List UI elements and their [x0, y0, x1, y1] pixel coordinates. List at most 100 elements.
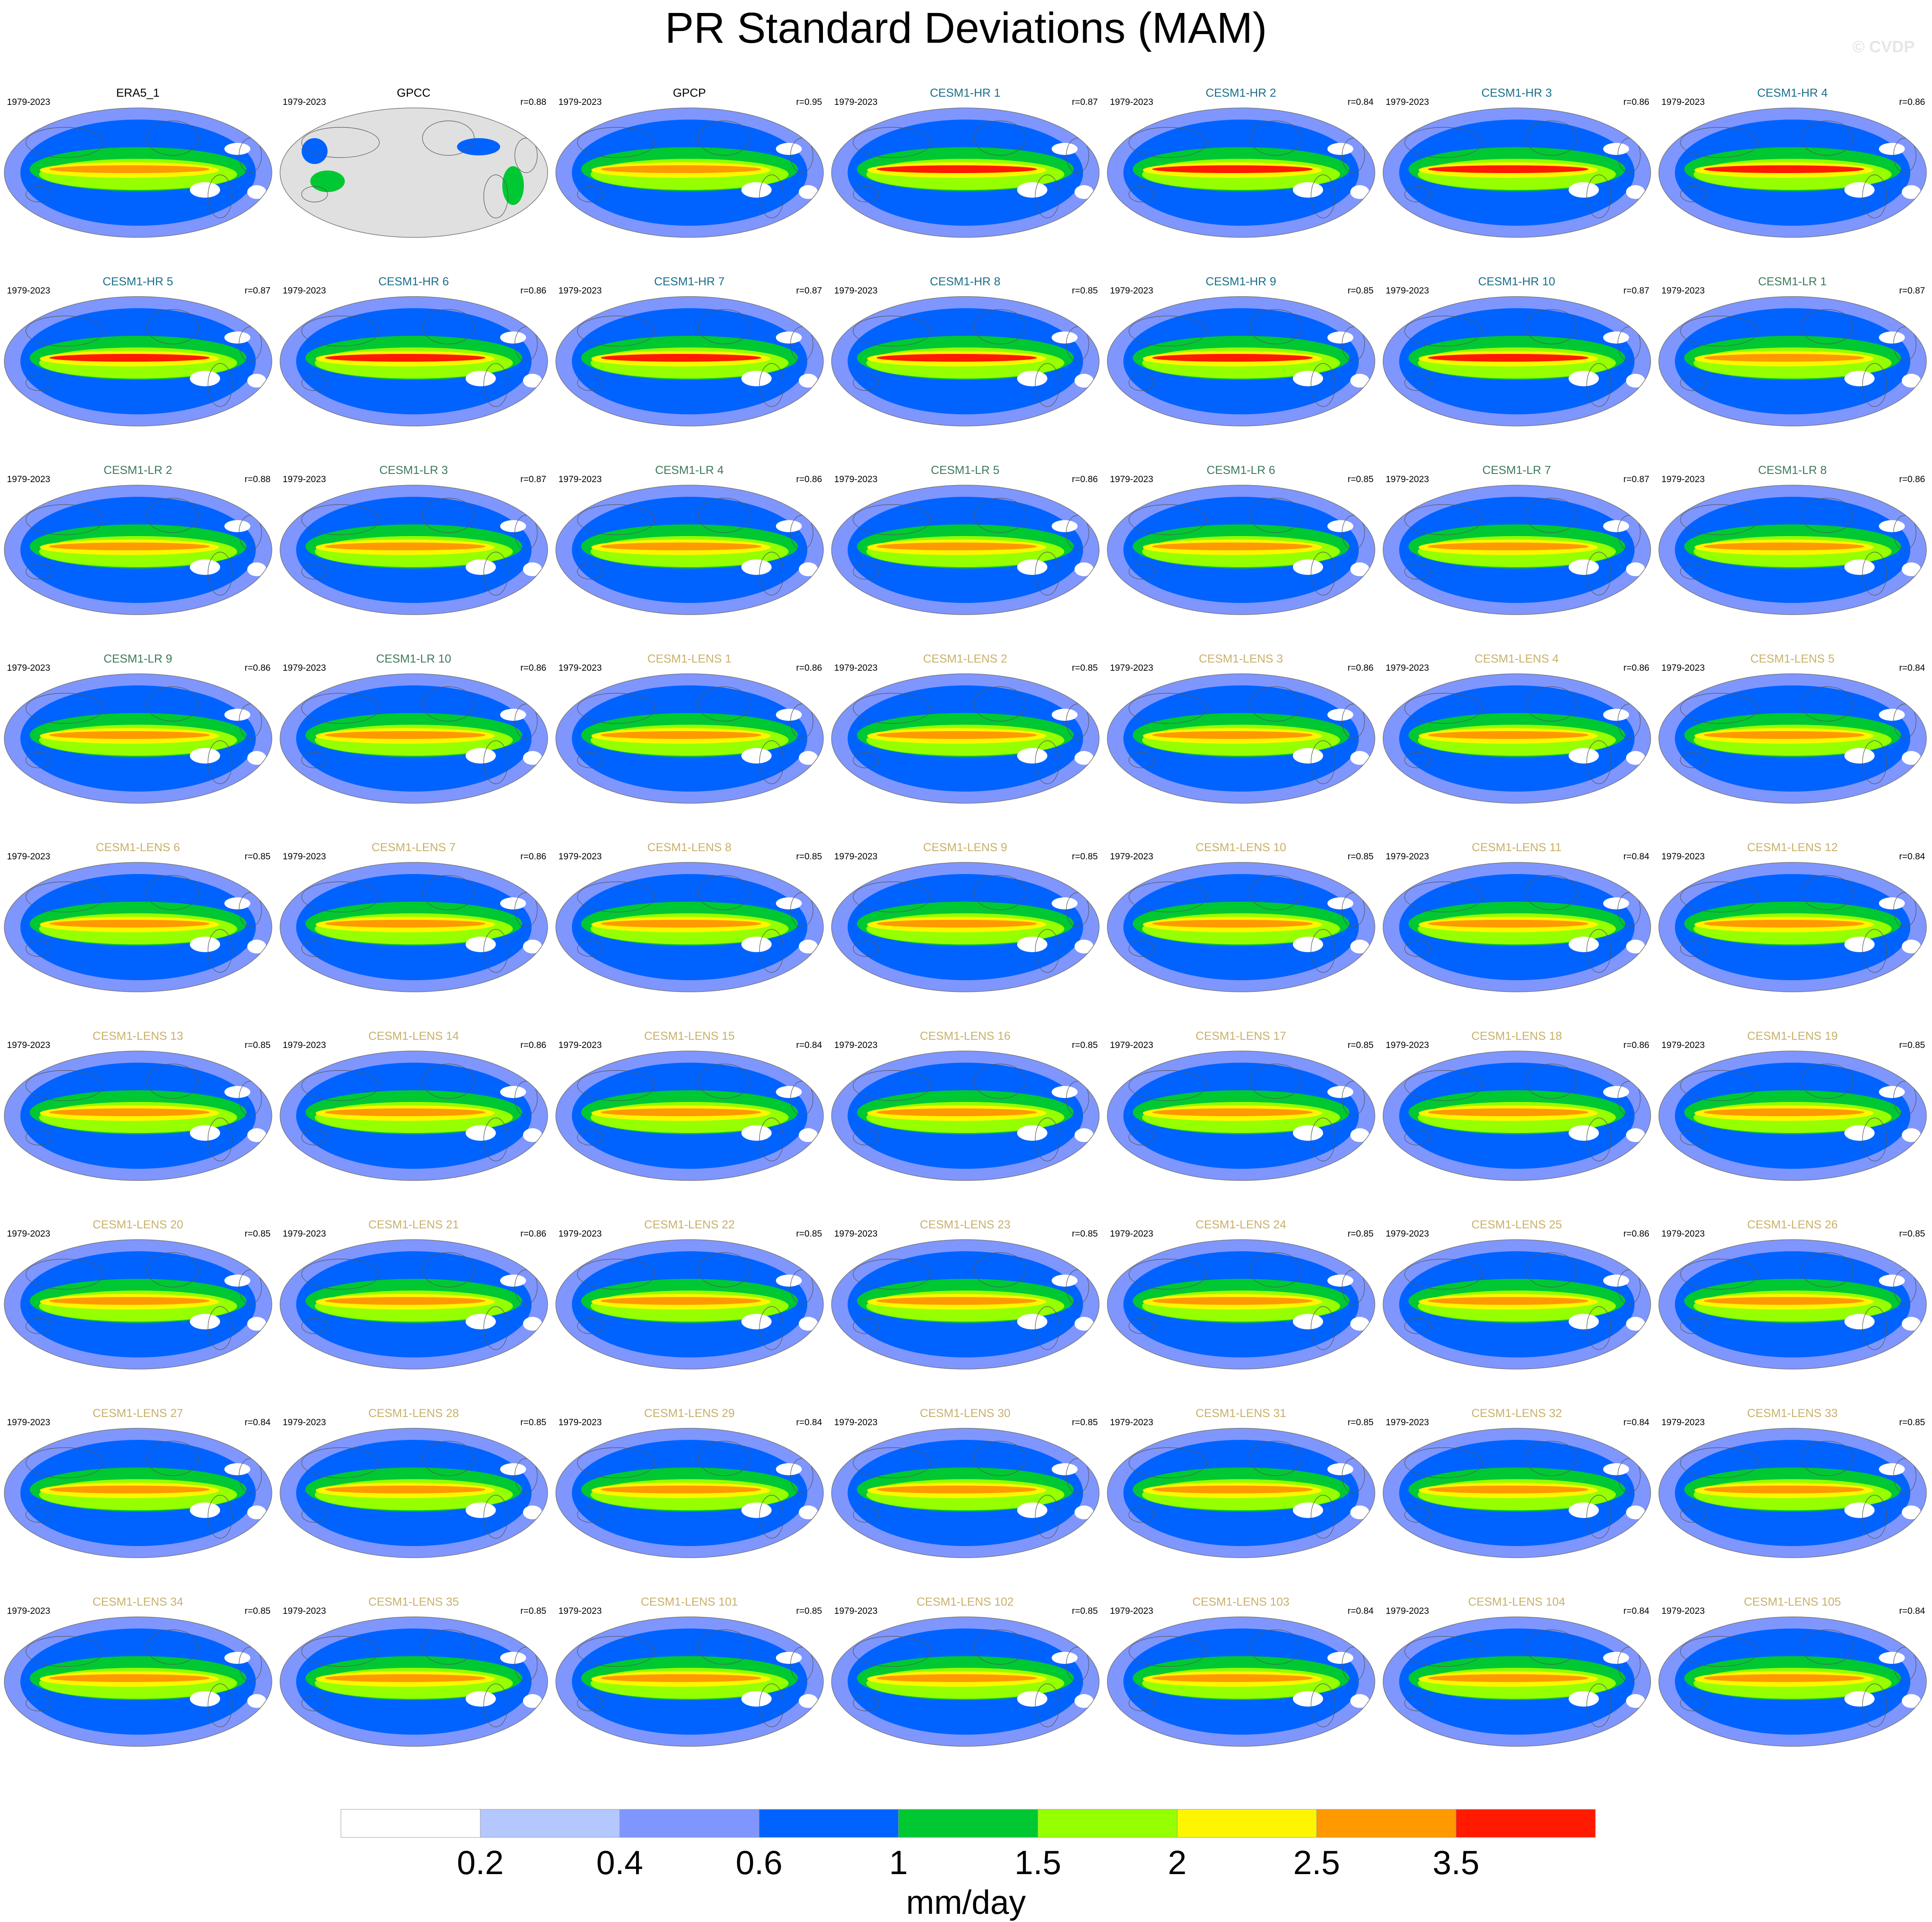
panel-title: CESM1-LENS 102 [916, 1595, 1014, 1608]
robinson-map [4, 296, 272, 426]
map-panel: CESM1-LR 7 1979-2023 r=0.87 [1379, 464, 1655, 652]
map-panel: CESM1-HR 9 1979-2023 r=0.85 [1103, 275, 1379, 464]
panel-correlation: r=0.84 [1899, 1606, 1925, 1616]
map-panel: CESM1-LENS 26 1979-2023 r=0.85 [1655, 1218, 1930, 1407]
panel-period: 1979-2023 [7, 852, 50, 862]
panel-title: CESM1-HR 8 [930, 275, 1001, 288]
panel-period: 1979-2023 [1386, 852, 1429, 862]
panel-correlation: r=0.85 [1072, 663, 1098, 673]
robinson-map [1383, 107, 1651, 238]
panel-correlation: r=0.87 [796, 286, 822, 296]
panel-title: CESM1-LR 9 [103, 652, 173, 665]
robinson-map [4, 1051, 272, 1181]
panel-correlation: r=0.86 [520, 663, 546, 673]
robinson-map [831, 107, 1100, 238]
panel-title: CESM1-HR 2 [1205, 86, 1276, 99]
panel-correlation: r=0.84 [244, 1417, 271, 1427]
map-panel: CESM1-LENS 3 1979-2023 r=0.86 [1103, 652, 1379, 841]
map-panel: CESM1-LR 1 1979-2023 r=0.87 [1655, 275, 1930, 464]
panel-correlation: r=0.85 [1899, 1229, 1925, 1239]
panel-title: CESM1-LENS 105 [1743, 1595, 1841, 1608]
colorbar-swatch [1456, 1809, 1596, 1838]
robinson-map [1107, 1428, 1375, 1558]
panel-correlation: r=0.84 [1623, 1417, 1649, 1427]
panel-title: CESM1-LENS 7 [371, 841, 456, 854]
panel-correlation: r=0.87 [520, 474, 546, 484]
robinson-map [1383, 1428, 1651, 1558]
panel-title: CESM1-HR 5 [102, 275, 173, 288]
map-panel: CESM1-LR 8 1979-2023 r=0.86 [1655, 464, 1930, 652]
map-panel: ERA5_1 1979-2023 [0, 86, 276, 275]
robinson-map [1658, 1616, 1927, 1747]
panel-period: 1979-2023 [7, 286, 50, 296]
map-panel: CESM1-LR 3 1979-2023 r=0.87 [276, 464, 552, 652]
colorbar-swatch [1177, 1809, 1317, 1838]
panel-period: 1979-2023 [283, 663, 326, 673]
panel-period: 1979-2023 [1110, 1229, 1154, 1239]
panel-correlation: r=0.85 [1072, 1606, 1098, 1616]
panel-correlation: r=0.84 [796, 1417, 822, 1427]
panel-title: CESM1-LR 8 [1758, 464, 1827, 477]
panel-correlation: r=0.85 [520, 1606, 546, 1616]
map-panel: CESM1-LENS 102 1979-2023 r=0.85 [827, 1595, 1103, 1784]
panel-period: 1979-2023 [1386, 1040, 1429, 1050]
map-panel: CESM1-LENS 104 1979-2023 r=0.84 [1379, 1595, 1655, 1784]
colorbar-swatch [898, 1809, 1038, 1838]
map-panel: CESM1-LENS 7 1979-2023 r=0.86 [276, 841, 552, 1029]
panel-period: 1979-2023 [1386, 1417, 1429, 1427]
panel-title: CESM1-LR 6 [1206, 464, 1276, 477]
panel-correlation: r=0.85 [1072, 1417, 1098, 1427]
robinson-map [831, 1239, 1100, 1370]
robinson-map [1658, 485, 1927, 615]
map-panel: CESM1-LENS 31 1979-2023 r=0.85 [1103, 1407, 1379, 1595]
map-panel: CESM1-LR 10 1979-2023 r=0.86 [276, 652, 552, 841]
panel-title: CESM1-LENS 34 [92, 1595, 183, 1608]
panel-period: 1979-2023 [7, 1229, 50, 1239]
panel-correlation: r=0.86 [1347, 663, 1374, 673]
colorbar-tick: 3.5 [1432, 1843, 1480, 1881]
page-title: PR Standard Deviations (MAM) [665, 4, 1267, 52]
robinson-map [1107, 1051, 1375, 1181]
panel-correlation: r=0.86 [1623, 97, 1649, 107]
panel-period: 1979-2023 [1110, 1417, 1154, 1427]
panel-correlation: r=0.86 [1623, 663, 1649, 673]
panel-title: CESM1-HR 1 [930, 86, 1001, 99]
panel-correlation: r=0.85 [1347, 852, 1374, 862]
map-panel: CESM1-HR 8 1979-2023 r=0.85 [827, 275, 1103, 464]
panel-title: CESM1-LENS 2 [923, 652, 1008, 665]
panel-correlation: r=0.86 [796, 663, 822, 673]
panel-period: 1979-2023 [1110, 1040, 1154, 1050]
map-panel: CESM1-LENS 32 1979-2023 r=0.84 [1379, 1407, 1655, 1595]
panel-period: 1979-2023 [1661, 1040, 1705, 1050]
robinson-map [831, 296, 1100, 426]
map-panel: CESM1-LR 2 1979-2023 r=0.88 [0, 464, 276, 652]
robinson-map [280, 862, 548, 992]
robinson-map [1383, 485, 1651, 615]
panel-correlation: r=0.86 [1623, 1040, 1649, 1050]
panel-title: CESM1-LENS 30 [920, 1407, 1011, 1420]
robinson-map [831, 1616, 1100, 1747]
colorbar-swatch [619, 1809, 760, 1838]
panel-correlation: r=0.85 [1347, 1417, 1374, 1427]
panel-correlation: r=0.85 [244, 1040, 271, 1050]
panel-title: CESM1-LR 10 [376, 652, 451, 665]
panel-title: CESM1-LENS 6 [95, 841, 180, 854]
robinson-map [280, 1239, 548, 1370]
map-panel: CESM1-HR 5 1979-2023 r=0.87 [0, 275, 276, 464]
panel-title: CESM1-LENS 21 [368, 1218, 459, 1231]
panel-correlation: r=0.84 [1623, 852, 1649, 862]
robinson-map [4, 107, 272, 238]
panel-period: 1979-2023 [834, 663, 878, 673]
panel-correlation: r=0.84 [1347, 97, 1374, 107]
map-panel: CESM1-LENS 22 1979-2023 r=0.85 [552, 1218, 827, 1407]
panel-title: CESM1-HR 3 [1481, 86, 1552, 99]
robinson-map [280, 1428, 548, 1558]
panel-title: CESM1-LENS 12 [1747, 841, 1838, 854]
robinson-map [555, 1616, 824, 1747]
panel-correlation: r=0.84 [1899, 852, 1925, 862]
colorbar-swatch [340, 1809, 481, 1838]
panel-period: 1979-2023 [558, 97, 602, 107]
map-panel: CESM1-LENS 34 1979-2023 r=0.85 [0, 1595, 276, 1784]
panel-correlation: r=0.85 [796, 1606, 822, 1616]
panel-period: 1979-2023 [1386, 1606, 1429, 1616]
